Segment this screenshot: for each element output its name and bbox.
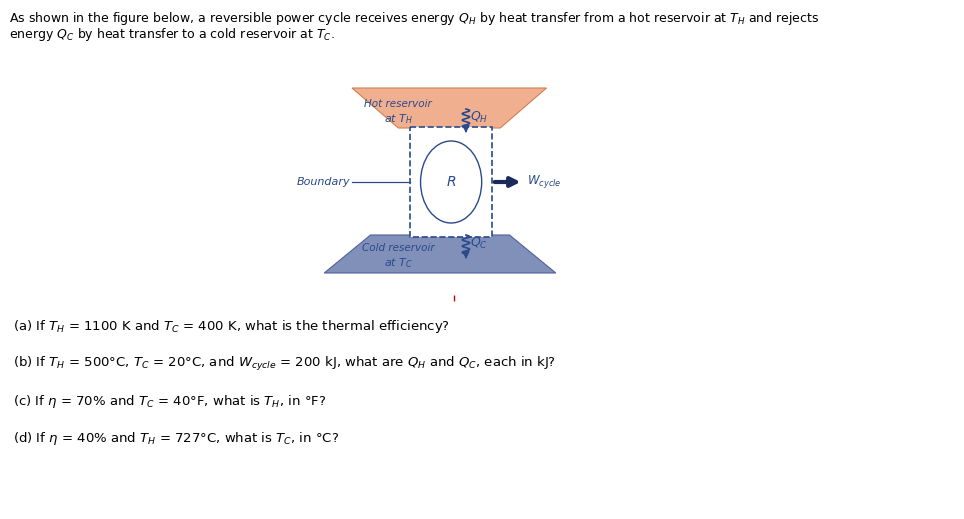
- Text: $Q_H$: $Q_H$: [469, 110, 488, 125]
- Text: $Q_C$: $Q_C$: [469, 236, 488, 251]
- Polygon shape: [324, 235, 556, 273]
- Text: (b) If $T_H$ = 500°C, $T_C$ = 20°C, and $W_{cycle}$ = 200 kJ, what are $Q_H$ and: (b) If $T_H$ = 500°C, $T_C$ = 20°C, and …: [13, 355, 556, 373]
- Text: R: R: [446, 175, 456, 189]
- Text: $W_{cycle}$: $W_{cycle}$: [527, 173, 562, 190]
- Text: Cold reservoir: Cold reservoir: [362, 243, 435, 253]
- Text: As shown in the figure below, a reversible power cycle receives energy $Q_H$ by : As shown in the figure below, a reversib…: [10, 10, 819, 27]
- Text: (c) If $\eta$ = 70% and $T_C$ = 40°F, what is $T_H$, in °F?: (c) If $\eta$ = 70% and $T_C$ = 40°F, wh…: [13, 393, 326, 410]
- Bar: [411, 127, 492, 237]
- Text: (a) If $T_H$ = 1100 K and $T_C$ = 400 K, what is the thermal efficiency?: (a) If $T_H$ = 1100 K and $T_C$ = 400 K,…: [13, 318, 450, 335]
- Ellipse shape: [420, 141, 482, 223]
- Text: Hot reservoir: Hot reservoir: [364, 99, 432, 109]
- Text: at $T_C$: at $T_C$: [384, 256, 413, 270]
- Text: energy $Q_C$ by heat transfer to a cold reservoir at $T_C$.: energy $Q_C$ by heat transfer to a cold …: [10, 26, 335, 43]
- Text: at $T_H$: at $T_H$: [384, 112, 413, 126]
- Polygon shape: [352, 88, 547, 128]
- Text: Boundary: Boundary: [297, 177, 350, 187]
- Text: (d) If $\eta$ = 40% and $T_H$ = 727°C, what is $T_C$, in °C?: (d) If $\eta$ = 40% and $T_H$ = 727°C, w…: [13, 430, 339, 447]
